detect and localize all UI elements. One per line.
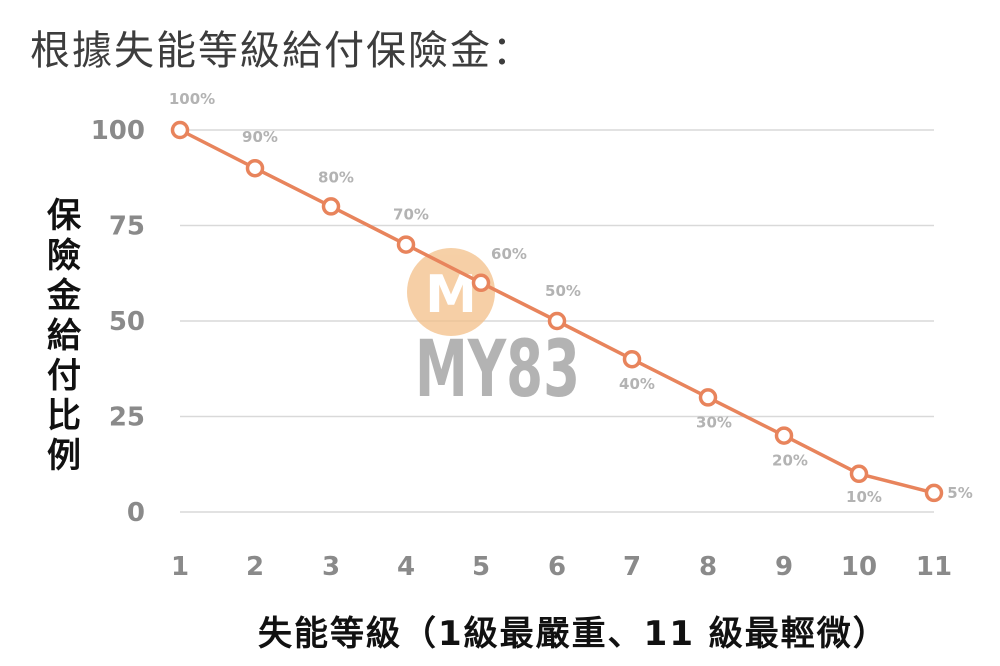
y-tick-label: 0	[127, 498, 145, 528]
data-label: 40%	[619, 375, 655, 393]
x-axis-label: 失能等級（1級最嚴重、11 級最輕微）	[258, 614, 889, 654]
y-tick-label: 25	[109, 403, 145, 433]
data-point	[396, 235, 416, 254]
data-label: 90%	[242, 128, 278, 146]
data-point	[170, 120, 190, 140]
series-line	[179, 128, 935, 495]
y-tick-label: 50	[109, 307, 145, 337]
x-tick-label: 4	[397, 552, 415, 582]
x-tick-label: 9	[775, 552, 793, 582]
y-axis-label: 保險金給付比例	[47, 196, 81, 476]
data-label: 5%	[947, 484, 972, 502]
data-label: 30%	[696, 413, 732, 431]
data-point	[321, 197, 341, 216]
watermark: M MY83	[407, 248, 580, 415]
data-label: 60%	[491, 245, 527, 263]
data-label: 80%	[318, 168, 354, 186]
watermark-text: MY83	[415, 325, 580, 415]
data-point	[924, 483, 944, 503]
x-tick-label: 1	[171, 552, 189, 582]
watermark-badge	[407, 248, 495, 336]
data-point	[698, 388, 718, 407]
data-point	[849, 464, 869, 484]
y-tick-label: 100	[91, 116, 145, 146]
data-label: 70%	[393, 206, 429, 224]
data-point	[622, 349, 642, 369]
data-point	[471, 273, 491, 293]
x-tick-label: 11	[916, 552, 952, 582]
x-tick-label: 10	[841, 552, 877, 582]
x-tick-label: 3	[322, 552, 340, 582]
data-label: 50%	[545, 282, 581, 300]
y-tick-label: 75	[109, 212, 145, 242]
chart-title: 根據失能等級給付保險金：	[30, 28, 534, 74]
x-tick-label: 6	[548, 552, 566, 582]
x-tick-label: 5	[472, 552, 490, 582]
data-label: 10%	[846, 488, 882, 506]
x-tick-label: 7	[623, 552, 641, 582]
x-tick-label: 2	[246, 552, 264, 582]
data-point	[245, 158, 265, 178]
data-label: 100%	[169, 90, 215, 108]
x-tick-label: 8	[699, 552, 717, 582]
data-point	[547, 311, 567, 331]
data-point	[774, 426, 794, 445]
watermark-badge-letter: M	[425, 265, 477, 325]
data-label: 20%	[772, 452, 808, 470]
